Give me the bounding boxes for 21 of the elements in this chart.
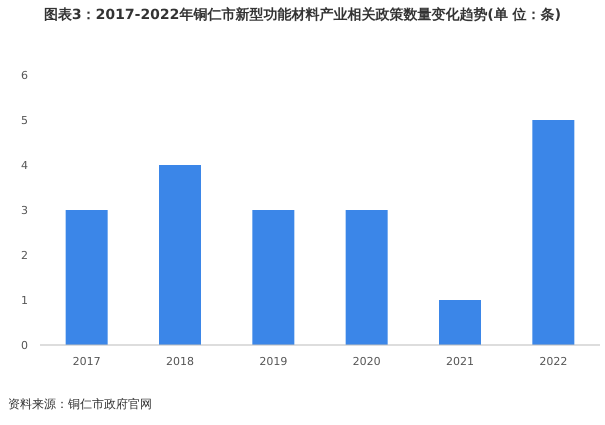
bar (439, 300, 481, 345)
bar (252, 210, 294, 345)
y-tick-label: 6 (21, 69, 28, 82)
y-tick-label: 3 (21, 204, 28, 217)
text: 资料来源：铜仁市政府官网 (8, 396, 152, 413)
y-tick-label: 4 (21, 159, 28, 172)
x-tick-label: 2020 (352, 355, 381, 368)
x-tick-label: 2018 (166, 355, 194, 368)
y-tick-label: 5 (21, 114, 28, 127)
bar (159, 165, 201, 345)
y-tick-label: 0 (21, 339, 28, 352)
bar (532, 120, 574, 345)
bar (66, 210, 108, 345)
x-tick-label: 2021 (446, 355, 474, 368)
x-tick-label: 2019 (259, 355, 288, 368)
chart-title: 图表3：2017-2022年铜仁市新型功能材料产业相关政策数量变化趋势(单 位：条) (42, 6, 562, 24)
x-tick-label: 2017 (72, 355, 101, 368)
y-tick-label: 2 (21, 249, 28, 262)
bar (346, 210, 388, 345)
y-tick-label: 1 (21, 294, 28, 307)
x-tick-label: 2022 (539, 355, 568, 368)
